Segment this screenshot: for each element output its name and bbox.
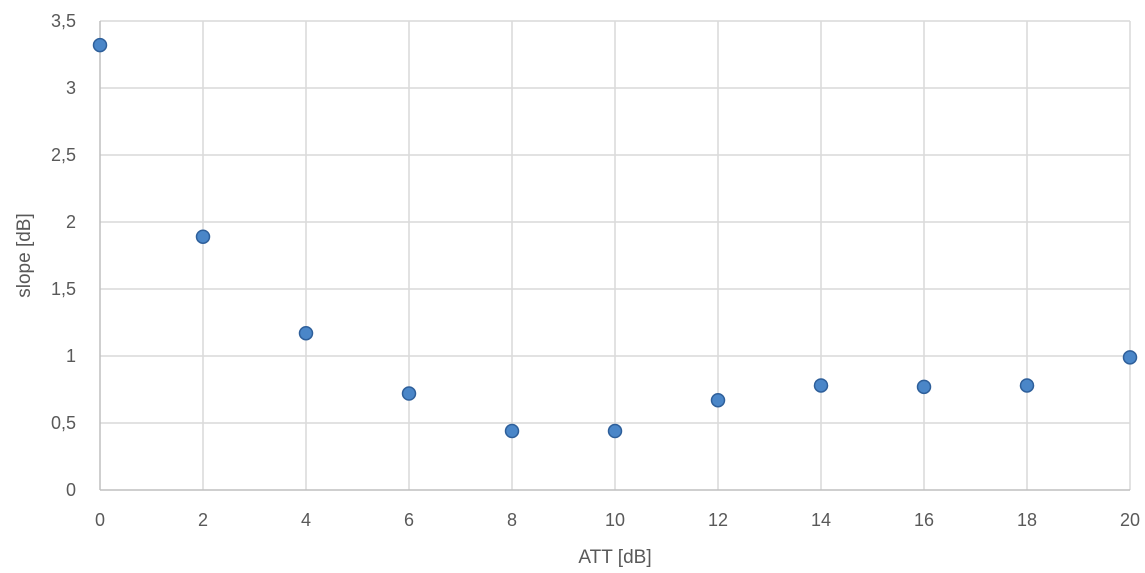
x-tick-label: 2 — [198, 510, 208, 530]
y-tick-label: 1,5 — [51, 279, 76, 299]
data-point — [607, 423, 623, 439]
data-point — [504, 423, 520, 439]
data-point — [1019, 378, 1035, 393]
data-point — [298, 325, 314, 341]
x-tick-label: 8 — [507, 510, 517, 530]
x-axis-title: ATT [dB] — [578, 547, 651, 568]
data-point — [1122, 350, 1138, 365]
grid-lines — [100, 20, 1131, 490]
y-axis-title: slope [dB] — [14, 213, 35, 298]
y-tick-label: 3 — [66, 78, 76, 98]
y-tick-label: 1 — [66, 346, 76, 366]
data-points — [92, 37, 1138, 439]
y-tick-label: 2 — [66, 212, 76, 232]
x-tick-label: 0 — [95, 510, 105, 530]
data-point — [813, 378, 829, 393]
x-tick-label: 14 — [811, 510, 831, 530]
x-tick-label: 6 — [404, 510, 414, 530]
x-tick-label: 12 — [708, 510, 728, 530]
x-tick-label: 4 — [301, 510, 311, 530]
data-point — [916, 379, 932, 395]
y-tick-label: 0,5 — [51, 413, 76, 433]
data-point — [195, 229, 211, 244]
tick-labels: 0 2 4 6 8 10 12 14 16 18 20 0 0,5 1 1,5 2 2,5 3 3,5 — [51, 11, 1140, 530]
x-tick-label: 10 — [605, 510, 625, 530]
x-tick-label: 18 — [1017, 510, 1037, 530]
y-tick-label: 3,5 — [51, 11, 76, 31]
y-tick-label: 0 — [66, 480, 76, 500]
x-tick-label: 16 — [914, 510, 934, 530]
data-point — [401, 386, 417, 401]
data-point — [710, 392, 726, 408]
x-tick-label: 20 — [1120, 510, 1140, 530]
y-tick-label: 2,5 — [51, 145, 76, 165]
data-point — [92, 37, 108, 53]
axes — [99, 21, 1130, 491]
